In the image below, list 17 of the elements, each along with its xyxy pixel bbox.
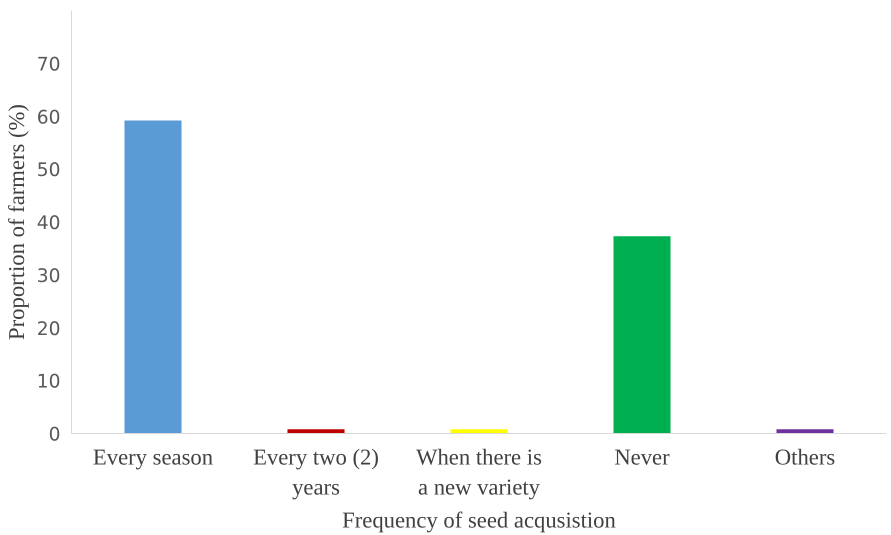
x-tick-label: Every season (92, 444, 214, 470)
y-tick-label: 0 (48, 424, 61, 446)
y-tick-label: 70 (36, 54, 61, 76)
bar (124, 120, 182, 434)
y-tick-label: 10 (36, 372, 61, 393)
x-axis-title: Frequency of seed acqusistion (342, 508, 616, 532)
bar (613, 236, 671, 434)
x-tick-label: Never (614, 444, 670, 470)
y-tick-label: 50 (36, 160, 61, 182)
y-tick-label: 30 (36, 266, 61, 287)
y-tick-label: 20 (36, 318, 61, 340)
y-tick-label: 40 (36, 213, 61, 234)
y-axis-title: Proportion of farmers (%) (4, 104, 29, 340)
x-tick-label: Others (774, 444, 836, 470)
x-tick-label: Every two (2) years (253, 444, 379, 500)
y-tick-label: 60 (36, 107, 61, 128)
x-tick-label: When there is a new variety (416, 444, 542, 500)
